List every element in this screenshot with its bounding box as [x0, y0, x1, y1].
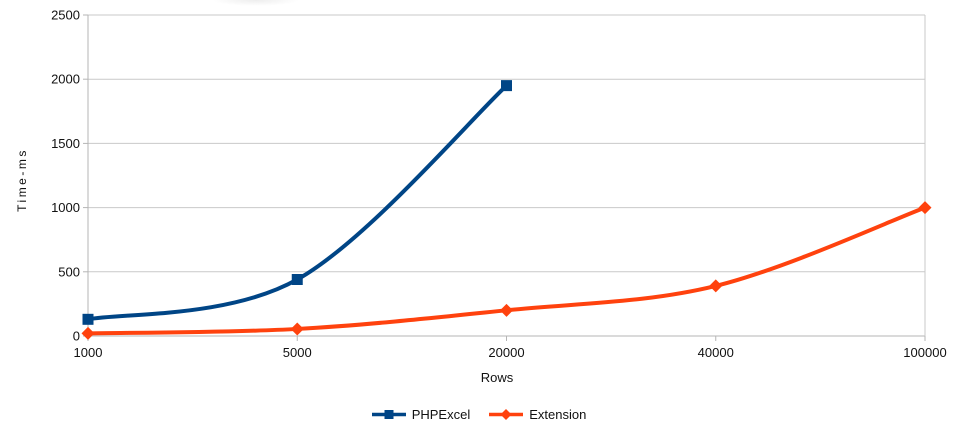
data-point-marker-phpexcel [82, 313, 94, 325]
x-tick-label: 5000 [283, 345, 312, 360]
legend-label-phpexcel: PHPExcel [411, 407, 471, 422]
x-axis-title: Rows [480, 370, 514, 385]
y-axis-title: Time-ms [15, 148, 29, 212]
y-tick-label: 2000 [51, 72, 80, 87]
x-tick-label: 100000 [903, 345, 946, 360]
legend-marker-phpexcel [371, 410, 406, 419]
data-point-marker-extension [918, 201, 932, 215]
legend-item-phpexcel: PHPExcel [371, 407, 471, 422]
top-edge-shadow-artifact [212, 0, 300, 6]
legend-marker-extension [489, 409, 524, 420]
x-tick-label: 40000 [698, 345, 734, 360]
data-point-marker-phpexcel [501, 80, 512, 92]
y-tick-label: 1500 [51, 136, 80, 151]
y-tick-label: 0 [73, 329, 80, 344]
y-tick-label: 1000 [51, 200, 80, 215]
y-tick-label: 500 [58, 264, 80, 279]
data-point-marker-extension [500, 303, 513, 317]
legend-item-extension: Extension [488, 407, 586, 422]
legend-label-extension: Extension [529, 407, 587, 422]
data-point-marker-extension [709, 279, 723, 293]
x-tick-label: 20000 [488, 345, 524, 360]
x-tick-label: 1000 [74, 345, 103, 360]
data-point-marker-phpexcel [291, 274, 303, 286]
data-point-marker-extension [81, 326, 95, 340]
y-tick-label: 2500 [51, 8, 80, 23]
legend: PHPExcel Extension [0, 407, 957, 422]
data-point-marker-extension [290, 322, 304, 336]
